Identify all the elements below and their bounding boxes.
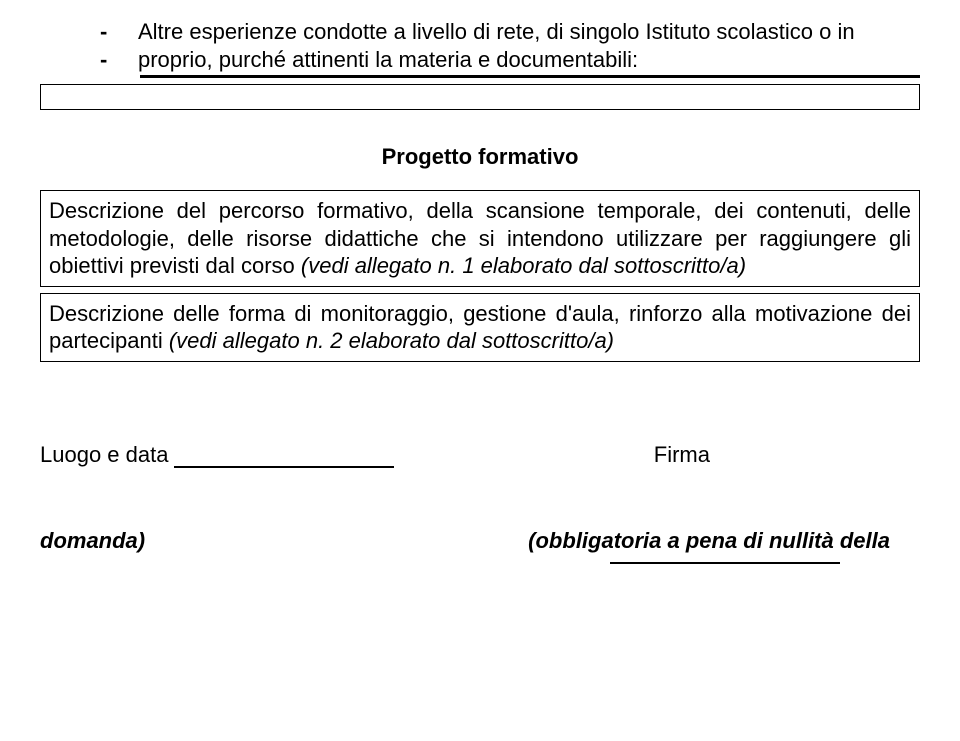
horizontal-rule (140, 75, 920, 78)
footer-note: (obbligatoria a pena di nullità della (528, 528, 920, 554)
description-box-1: Descrizione del percorso formativo, dell… (40, 190, 920, 287)
intro-item-2: proprio, purché attinenti la materia e d… (100, 46, 920, 74)
intro-bullet-list: Altre esperienze condotte a livello di r… (40, 18, 920, 73)
intro-item-1: Altre esperienze condotte a livello di r… (100, 18, 920, 46)
signature-row: Luogo e data Firma (40, 442, 920, 468)
luogo-underline (174, 466, 394, 468)
footer-row: domanda) (obbligatoria a pena di nullità… (40, 528, 920, 554)
firma-underline (610, 562, 840, 564)
luogo-label: Luogo e data (40, 442, 168, 468)
luogo-data-field: Luogo e data (40, 442, 394, 468)
section-title: Progetto formativo (40, 144, 920, 170)
box1-italic: (vedi allegato n. 1 elaborato dal sottos… (301, 253, 746, 278)
box2-italic: (vedi allegato n. 2 elaborato dal sottos… (169, 328, 614, 353)
empty-entry-box (40, 84, 920, 110)
domanda-label: domanda) (40, 528, 145, 554)
description-box-2: Descrizione delle forma di monitoraggio,… (40, 293, 920, 362)
firma-label: Firma (654, 442, 910, 468)
